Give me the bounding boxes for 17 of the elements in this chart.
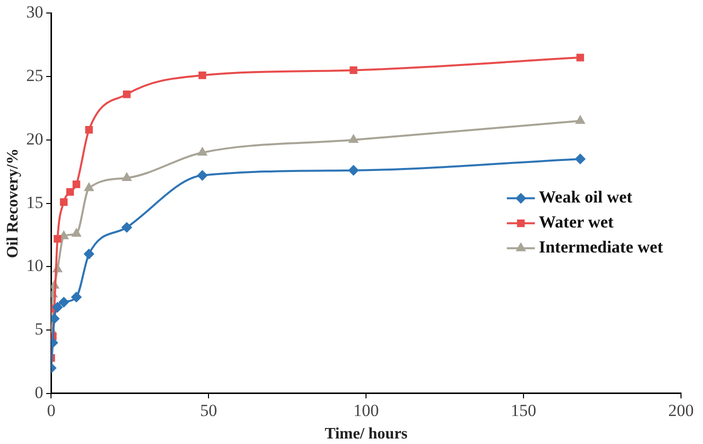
x-axis-title: Time/ hours bbox=[324, 426, 408, 443]
legend-label: Intermediate wet bbox=[538, 238, 664, 257]
y-tick-label: 5 bbox=[34, 320, 44, 338]
y-tick-label: 25 bbox=[26, 66, 44, 86]
x-tick-label: 50 bbox=[200, 401, 218, 420]
x-tick-label: 150 bbox=[510, 401, 536, 420]
y-tick-label: 0 bbox=[34, 382, 44, 402]
x-tick-label: 200 bbox=[668, 401, 694, 420]
y-tick-label: 20 bbox=[26, 129, 44, 148]
y-tick-label: 15 bbox=[26, 192, 44, 212]
x-tick-label: 0 bbox=[46, 401, 56, 420]
x-tick-label: 100 bbox=[353, 401, 379, 420]
y-tick-label: 30 bbox=[26, 2, 44, 22]
y-tick-label: 10 bbox=[26, 256, 44, 276]
legend-label: Water wet bbox=[538, 212, 614, 232]
legend-label: Weak oil wet bbox=[538, 188, 633, 207]
y-axis-title: Oil Recovery/% bbox=[4, 148, 22, 258]
